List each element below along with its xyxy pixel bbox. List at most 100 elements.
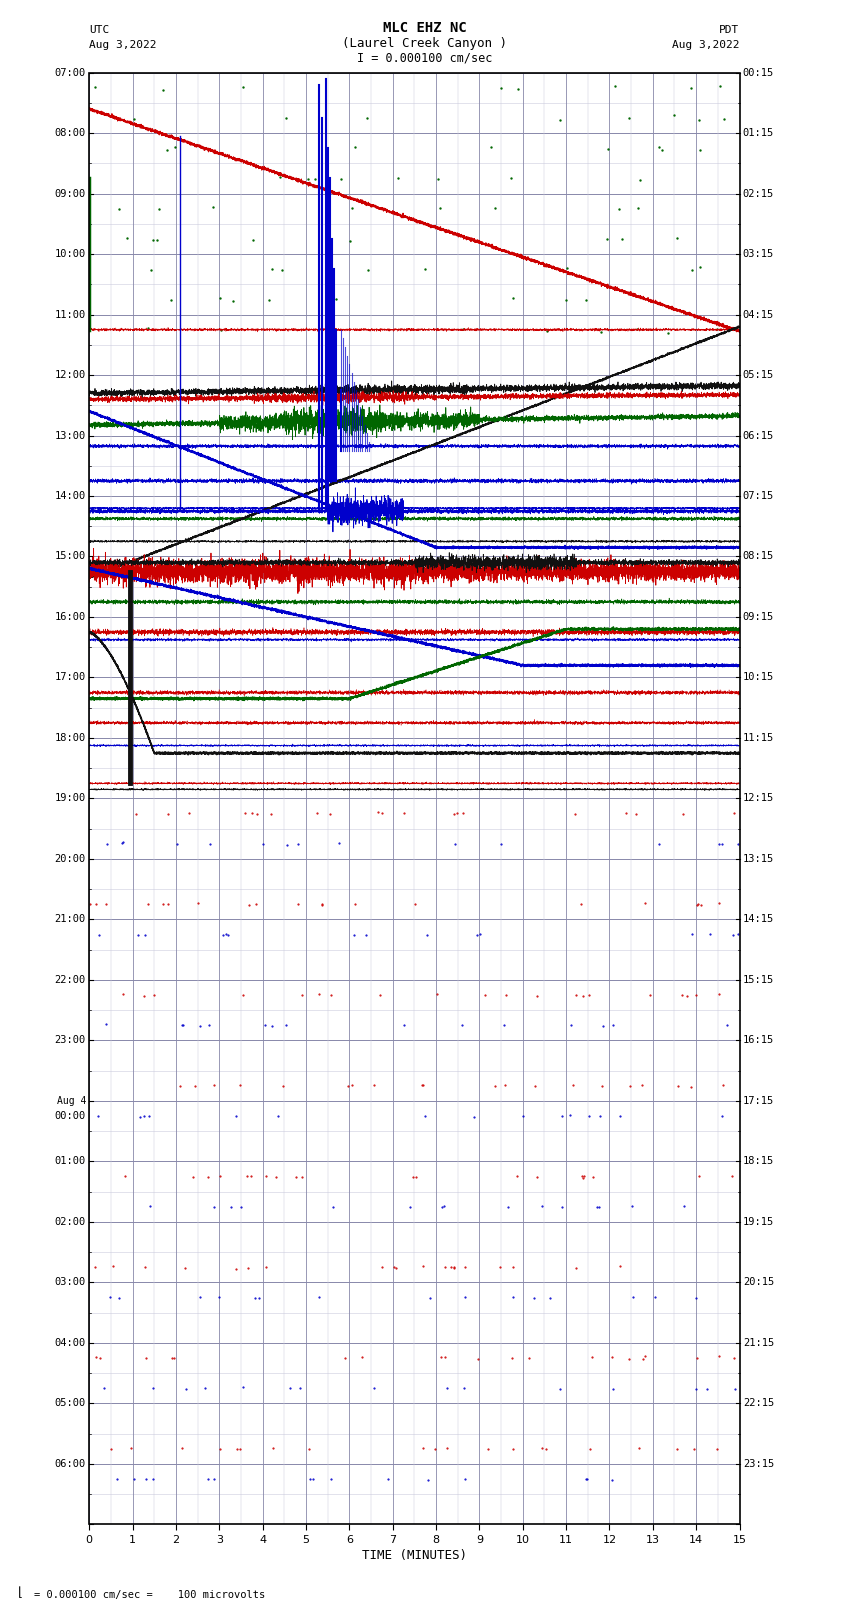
Point xyxy=(207,195,220,221)
Text: 13:15: 13:15 xyxy=(743,853,774,865)
Point xyxy=(504,165,518,190)
Point xyxy=(553,106,567,132)
Point xyxy=(361,256,375,282)
Text: I = 0.000100 cm/sec: I = 0.000100 cm/sec xyxy=(357,52,493,65)
Point xyxy=(488,1073,502,1098)
Point xyxy=(609,73,622,98)
Point xyxy=(600,226,614,252)
Point xyxy=(244,1163,258,1189)
Point xyxy=(445,1255,458,1281)
Point xyxy=(732,921,745,947)
Point xyxy=(249,890,263,916)
Point xyxy=(671,1073,684,1098)
Point xyxy=(688,1286,702,1311)
Point xyxy=(175,1436,189,1461)
Point xyxy=(495,76,508,102)
Point xyxy=(230,1103,243,1129)
Point xyxy=(564,1013,578,1039)
Text: 04:15: 04:15 xyxy=(743,310,774,319)
Point xyxy=(99,890,112,916)
Point xyxy=(326,1194,340,1219)
Point xyxy=(418,1103,432,1129)
Text: 13:00: 13:00 xyxy=(54,431,86,440)
Point xyxy=(236,982,250,1008)
Point xyxy=(269,1165,283,1190)
Text: 02:00: 02:00 xyxy=(54,1216,86,1227)
Text: 11:15: 11:15 xyxy=(743,732,774,744)
Point xyxy=(605,1344,619,1369)
Point xyxy=(473,921,486,947)
Point xyxy=(342,1073,355,1098)
Point xyxy=(506,1436,519,1461)
Point xyxy=(586,1163,599,1189)
Point xyxy=(240,1163,253,1189)
Point xyxy=(688,1437,701,1463)
Point xyxy=(471,1347,484,1373)
Point xyxy=(92,1103,105,1129)
Point xyxy=(671,1436,684,1461)
Text: 11:00: 11:00 xyxy=(54,310,86,319)
Point xyxy=(638,890,652,916)
Point xyxy=(523,1345,536,1371)
Point xyxy=(271,1103,285,1129)
Point xyxy=(193,1284,207,1310)
Text: 17:00: 17:00 xyxy=(54,673,86,682)
Point xyxy=(133,1103,147,1129)
Point xyxy=(338,1345,352,1371)
Text: 23:15: 23:15 xyxy=(743,1458,774,1469)
Point xyxy=(178,1255,192,1281)
Text: 10:15: 10:15 xyxy=(743,673,774,682)
Point xyxy=(579,287,592,313)
Point xyxy=(731,831,745,857)
Point xyxy=(728,1376,742,1402)
Point xyxy=(224,1194,238,1219)
Point xyxy=(127,1466,140,1492)
Point xyxy=(296,1165,309,1190)
Point xyxy=(580,1466,593,1492)
Point xyxy=(141,315,155,340)
Text: 15:15: 15:15 xyxy=(743,974,774,986)
Point xyxy=(92,923,105,948)
Point xyxy=(629,802,643,827)
Point xyxy=(507,1253,520,1279)
Point xyxy=(106,1253,120,1279)
Point xyxy=(661,321,675,347)
Point xyxy=(626,1284,640,1310)
Point xyxy=(689,1376,703,1402)
Point xyxy=(579,1466,592,1492)
Point xyxy=(127,106,140,132)
Point xyxy=(556,1103,570,1129)
Text: 00:00: 00:00 xyxy=(54,1111,86,1121)
Point xyxy=(324,982,337,1008)
Point xyxy=(118,1163,132,1189)
Point xyxy=(592,1194,606,1219)
Point xyxy=(423,1286,437,1311)
Point xyxy=(121,226,134,252)
Text: Aug 3,2022: Aug 3,2022 xyxy=(672,40,740,50)
Point xyxy=(162,800,175,826)
Point xyxy=(690,1345,704,1371)
Point xyxy=(198,1376,212,1402)
Point xyxy=(667,103,681,129)
Point xyxy=(201,1466,215,1492)
Point xyxy=(448,802,462,827)
Point xyxy=(332,831,346,857)
Point xyxy=(265,256,279,282)
Point xyxy=(614,1103,627,1129)
Point xyxy=(582,1103,596,1129)
Point xyxy=(622,1345,636,1371)
Text: 17:15: 17:15 xyxy=(743,1095,774,1107)
Point xyxy=(312,981,326,1007)
Point xyxy=(103,1284,116,1310)
Point xyxy=(569,1255,582,1281)
Point xyxy=(301,166,314,192)
Point xyxy=(280,1013,293,1039)
Point xyxy=(302,1436,315,1461)
Point xyxy=(677,1194,690,1219)
Point xyxy=(146,1466,160,1492)
Point xyxy=(292,1374,306,1400)
Point xyxy=(279,105,292,131)
Point xyxy=(596,1073,609,1098)
Point xyxy=(692,1163,706,1189)
Text: 07:15: 07:15 xyxy=(743,490,774,502)
